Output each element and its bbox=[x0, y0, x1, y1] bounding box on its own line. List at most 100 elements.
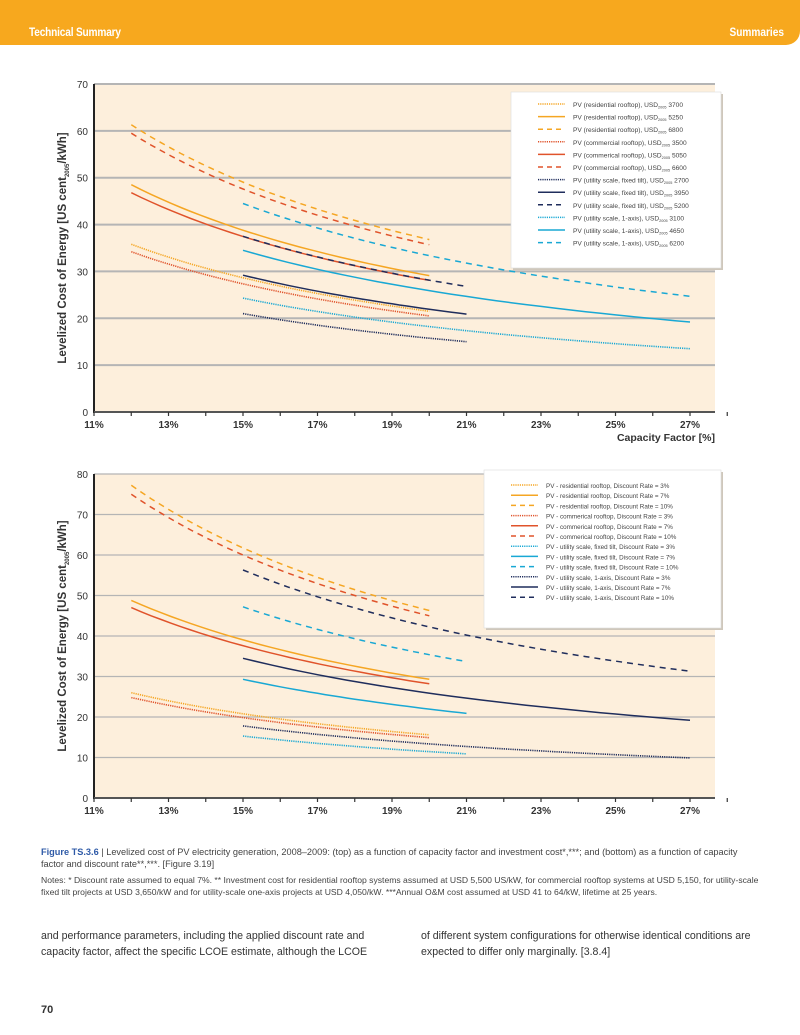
y-tick-label: 50 bbox=[77, 174, 89, 185]
caption-text: Levelized cost of PV electricity generat… bbox=[41, 847, 738, 869]
body-text-right: of different system configurations for o… bbox=[421, 930, 751, 958]
legend-label: PV - utility scale, fixed tilt, Discount… bbox=[546, 565, 679, 572]
caption-separator: | bbox=[98, 847, 107, 857]
series-line-1 bbox=[131, 691, 430, 736]
x-tick-label: 19% bbox=[382, 806, 402, 817]
x-tick-label: 27% bbox=[680, 420, 700, 431]
x-tick-label: 25% bbox=[605, 420, 625, 431]
y-tick-label: 30 bbox=[77, 267, 89, 278]
x-axis-title: Capacity Factor [%] bbox=[617, 432, 715, 444]
x-tick-label: 17% bbox=[307, 420, 327, 431]
series-line-9 bbox=[242, 606, 467, 663]
legend-label: PV - commerical rooftop, Discount Rate =… bbox=[546, 534, 677, 541]
series-line-12 bbox=[242, 202, 691, 298]
series-line-9 bbox=[242, 235, 467, 288]
legend-label: PV - utility scale, fixed tilt, Discount… bbox=[546, 544, 675, 551]
legend-box bbox=[483, 469, 722, 629]
legend-label: PV (utility scale, 1-axis), USD2005 4650 bbox=[573, 228, 684, 236]
y-tick-label: 10 bbox=[77, 754, 89, 765]
x-tick-label: 17% bbox=[307, 806, 327, 817]
legend-label: PV (residential rooftop), USD2005 5250 bbox=[573, 115, 683, 123]
series-line-7 bbox=[242, 312, 467, 343]
x-tick-label: 23% bbox=[531, 420, 551, 431]
legend-label: PV (utility scale, 1-axis), USD2005 3100 bbox=[573, 215, 684, 223]
section-title-left: Technical Summary bbox=[29, 27, 121, 39]
legend-label: PV - utility scale, 1-axis, Discount Rat… bbox=[546, 595, 674, 602]
series-line-2 bbox=[131, 599, 430, 681]
y-tick-label: 60 bbox=[77, 127, 89, 138]
y-tick-label: 20 bbox=[77, 713, 89, 724]
legend-label: PV - utility scale, fixed tilt, Discount… bbox=[546, 554, 675, 561]
x-tick-label: 27% bbox=[680, 806, 700, 817]
figure-caption: Figure TS.3.6 | Levelized cost of PV ele… bbox=[41, 846, 761, 870]
y-tick-label: 0 bbox=[82, 408, 88, 419]
legend-label: PV (residential rooftop), USD2005 6800 bbox=[573, 127, 683, 135]
y-tick-label: 20 bbox=[77, 314, 89, 325]
x-tick-label: 11% bbox=[84, 806, 104, 817]
y-tick-label: 0 bbox=[82, 794, 88, 805]
y-axis-title: Levelized Cost of Energy [US cent2005/kW… bbox=[57, 132, 71, 363]
y-tick-label: 30 bbox=[77, 673, 89, 684]
series-line-4 bbox=[131, 250, 430, 317]
legend-label: PV - residential rooftop, Discount Rate … bbox=[546, 503, 673, 510]
x-tick-label: 21% bbox=[456, 420, 476, 431]
series-line-4 bbox=[131, 696, 430, 739]
series-line-6 bbox=[130, 132, 430, 246]
legend-label: PV (utility scale, fixed tilt), USD2005 … bbox=[573, 178, 689, 186]
x-tick-label: 15% bbox=[233, 420, 253, 431]
x-tick-label: 25% bbox=[605, 806, 625, 817]
y-tick-label: 60 bbox=[77, 551, 89, 562]
series-line-10 bbox=[242, 297, 691, 350]
legend-label: PV - residential rooftop, Discount Rate … bbox=[546, 493, 670, 500]
y-tick-label: 70 bbox=[77, 511, 89, 522]
y-tick-label: 40 bbox=[77, 632, 89, 643]
x-tick-label: 15% bbox=[233, 806, 253, 817]
x-tick-label: 13% bbox=[158, 420, 178, 431]
series-line-6 bbox=[130, 493, 430, 617]
legend-label: PV - utility scale, 1-axis, Discount Rat… bbox=[546, 585, 671, 592]
legend-label: PV (commerical rooftop), USD2005 5050 bbox=[573, 152, 687, 160]
series-line-11 bbox=[242, 249, 691, 323]
series-line-12 bbox=[242, 569, 691, 672]
series-line-7 bbox=[242, 735, 467, 755]
y-axis-title: Levelized Cost of Energy [US cent2005/kW… bbox=[57, 520, 71, 751]
series-line-3 bbox=[130, 484, 430, 612]
figure-notes: Notes: * Discount rate assumed to equal … bbox=[41, 875, 759, 897]
y-tick-label: 80 bbox=[77, 470, 89, 481]
figure-label: Figure TS.3.6 bbox=[41, 847, 99, 857]
series-line-8 bbox=[242, 274, 467, 315]
legend-label: PV - commerical rooftop, Discount Rate =… bbox=[546, 514, 673, 521]
legend-label: PV - commerical rooftop, Discount Rate =… bbox=[546, 524, 673, 531]
page-header: Technical Summary Summaries bbox=[0, 0, 800, 45]
x-tick-label: 13% bbox=[158, 806, 178, 817]
y-tick-label: 40 bbox=[77, 221, 89, 232]
series-line-2 bbox=[130, 184, 430, 277]
series-line-10 bbox=[242, 725, 691, 759]
series-line-3 bbox=[130, 124, 430, 241]
x-tick-label: 23% bbox=[531, 806, 551, 817]
series-line-8 bbox=[242, 678, 467, 715]
legend-label: PV (utility scale, 1-axis), USD2005 6200 bbox=[573, 241, 684, 249]
legend-label: PV - residential rooftop, Discount Rate … bbox=[546, 483, 670, 490]
legend-label: PV (residential rooftop), USD2005 3700 bbox=[573, 102, 683, 110]
legend-label: PV (commercial rooftop), USD2005 3500 bbox=[573, 140, 687, 148]
legend-box bbox=[510, 91, 722, 269]
legend-label: PV (utility scale, fixed tilt), USD2005 … bbox=[573, 203, 689, 211]
x-tick-label: 11% bbox=[84, 420, 104, 431]
section-title-right: Summaries bbox=[729, 27, 784, 39]
y-tick-label: 70 bbox=[77, 80, 89, 91]
x-tick-label: 19% bbox=[382, 420, 402, 431]
y-tick-label: 50 bbox=[77, 592, 89, 603]
body-text-left: and performance parameters, including th… bbox=[41, 930, 368, 958]
legend-label: PV (utility scale, fixed tilt), USD2005 … bbox=[573, 190, 689, 198]
x-tick-label: 21% bbox=[456, 806, 476, 817]
series-line-11 bbox=[242, 657, 691, 721]
y-tick-label: 10 bbox=[77, 361, 89, 372]
legend-label: PV - utility scale, 1-axis, Discount Rat… bbox=[546, 575, 671, 582]
series-line-5 bbox=[131, 606, 430, 685]
series-line-1 bbox=[131, 243, 430, 313]
page-number: 70 bbox=[41, 1004, 54, 1016]
legend-label: PV (commercial rooftop), USD2005 6600 bbox=[573, 165, 687, 173]
